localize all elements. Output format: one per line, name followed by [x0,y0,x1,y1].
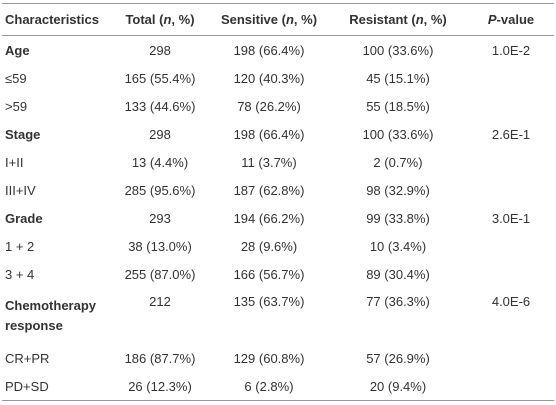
cell: 20 (9.4%) [369,378,427,394]
header-cell: Sensitive (n, %) [210,4,328,36]
cell: 2 (0.7%) [373,154,423,170]
cell [468,92,554,120]
table-header: Characteristics Total (n, %) Sensitive (n,… [2,3,554,36]
cell: 298 [149,126,171,142]
cell [468,176,554,204]
cell: 6 (2.8%) [244,378,294,394]
sub-row: 1 + 2 38 (13.0%) 28 (9.6%) 10 (3.4%) [2,232,554,260]
header-cell: P-value [468,4,554,36]
header-cell: Total (n, %) [110,4,210,36]
row-label: Age [5,42,30,58]
cell: 98 (32.9%) [366,182,430,198]
cell [468,260,554,288]
cell: 28 (9.6%) [240,238,298,254]
header-text: , %) [423,12,447,27]
sub-row: PD+SD 26 (12.3%) 6 (2.8%) 20 (9.4%) [2,372,554,401]
header-text: -value [496,12,535,27]
header-text: , %) [171,12,195,27]
cell: 165 (55.4%) [124,70,196,86]
cell: 298 [149,42,171,58]
header-text: Resistant ( [349,12,416,27]
sub-row: ≤59 165 (55.4%) 120 (40.3%) 45 (15.1%) [2,64,554,92]
cell: 198 (66.4%) [233,126,305,142]
row-label: >59 [5,98,28,114]
cell: 11 (3.7%) [241,154,297,170]
cell: 194 (66.2%) [233,210,305,226]
cell: 135 (63.7%) [233,294,305,309]
cell: 89 (30.4%) [366,266,430,282]
cell: 10 (3.4%) [369,238,427,254]
cell: 100 (33.6%) [362,126,434,142]
cell: 78 (26.2%) [237,98,301,114]
header-text: n [285,12,294,27]
row-label: CR+PR [5,350,50,366]
group-row: Stage 298 198 (66.4%) 100 (33.6%) 2.6E-1 [2,120,554,148]
group-row: Grade 293 194 (66.2%) 99 (33.8%) 3.0E-1 [2,204,554,232]
sub-row: >59 133 (44.6%) 78 (26.2%) 55 (18.5%) [2,92,554,120]
cell [468,372,554,401]
cell [468,148,554,176]
sub-row: CR+PR 186 (87.7%) 129 (60.8%) 57 (26.9%) [2,344,554,372]
header-text: Total ( [125,12,164,27]
cell: 45 (15.1%) [366,70,430,86]
row-label: 3 + 4 [5,266,35,282]
cell: 99 (33.8%) [366,210,430,226]
row-label: 1 + 2 [5,238,35,254]
row-label: Chemotherapy response [5,298,97,333]
row-label: Stage [5,126,41,142]
sub-row: 3 + 4 255 (87.0%) 166 (56.7%) 89 (30.4%) [2,260,554,288]
cell [468,232,554,260]
cell: 57 (26.9%) [366,350,430,366]
cell: 2.6E-1 [491,126,531,142]
page: Characteristics Total (n, %) Sensitive (n,… [0,3,556,405]
header-text: n [415,12,424,27]
group-row: Chemotherapy response 212 135 (63.7%) 77 (3… [2,288,554,344]
row-label: I+II [5,154,24,170]
cell: 198 (66.4%) [233,42,305,58]
cell: 55 (18.5%) [366,98,430,114]
cell: 13 (4.4%) [131,154,189,170]
header-row: Characteristics Total (n, %) Sensitive (n,… [2,3,554,36]
cell: 212 [149,294,171,309]
row-label: ≤59 [5,70,27,86]
cell: 1.0E-2 [491,42,531,58]
cell [468,64,554,92]
cell: 38 (13.0%) [128,238,192,254]
cell: 77 (36.3%) [366,294,430,309]
cell: 120 (40.3%) [233,70,305,86]
header-cell: Characteristics [2,4,110,36]
cell: 166 (56.7%) [233,266,305,282]
header-text: Sensitive ( [220,12,286,27]
cell: 26 (12.3%) [128,378,192,394]
cell: 133 (44.6%) [124,98,196,114]
cell: 255 (87.0%) [124,266,196,282]
row-label: Grade [5,210,43,226]
group-row: Age 298 198 (66.4%) 100 (33.6%) 1.0E-2 [2,36,554,65]
cell: 100 (33.6%) [362,42,434,58]
sub-row: I+II 13 (4.4%) 11 (3.7%) 2 (0.7%) [2,148,554,176]
cell: 187 (62.8%) [233,182,305,198]
data-table: Characteristics Total (n, %) Sensitive (n,… [2,3,554,401]
row-label: III+IV [5,182,36,198]
header-text: P [487,12,497,27]
cell: 129 (60.8%) [233,350,305,366]
cell: 293 [149,210,171,226]
sub-row: III+IV 285 (95.6%) 187 (62.8%) 98 (32.9%) [2,176,554,204]
cell: 186 (87.7%) [124,350,196,366]
header-text: n [163,12,172,27]
header-text: , %) [293,12,318,27]
cell: 3.0E-1 [491,210,531,226]
row-label: PD+SD [5,378,49,394]
cell: 4.0E-6 [491,294,531,309]
header-cell: Resistant (n, %) [328,4,468,36]
cell [468,344,554,372]
header-text: Characteristics [5,12,99,27]
table-body: Age 298 198 (66.4%) 100 (33.6%) 1.0E-2 ≤59 165… [2,36,554,401]
cell: 285 (95.6%) [124,182,196,198]
